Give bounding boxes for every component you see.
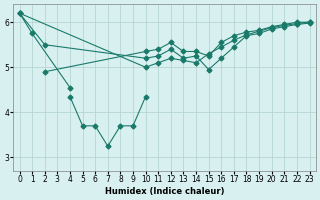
X-axis label: Humidex (Indice chaleur): Humidex (Indice chaleur) xyxy=(105,187,224,196)
